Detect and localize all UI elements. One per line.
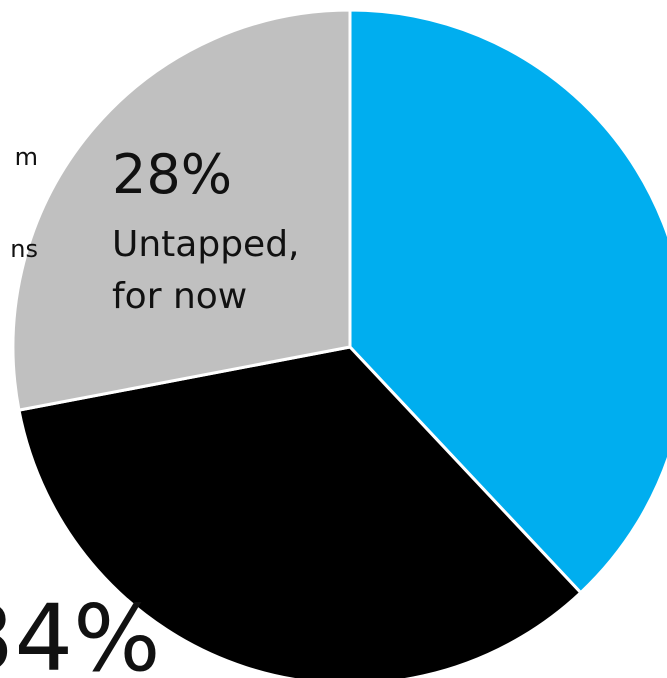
pie-slice-black: [17, 345, 583, 678]
pie-slice-grey: [11, 8, 352, 412]
pie-slices: [11, 8, 667, 678]
side-text-fragment-2: ns: [10, 235, 38, 263]
side-text-fragment-1: m: [15, 143, 38, 171]
slice-value-label-untapped: 28%: [112, 143, 232, 206]
pie-slice-blue: [348, 8, 667, 595]
slice-text-label-line-2: for now: [112, 276, 247, 317]
slice-value-label-black: 34%: [0, 585, 160, 678]
slice-text-label-line-1: Untapped,: [112, 224, 300, 265]
